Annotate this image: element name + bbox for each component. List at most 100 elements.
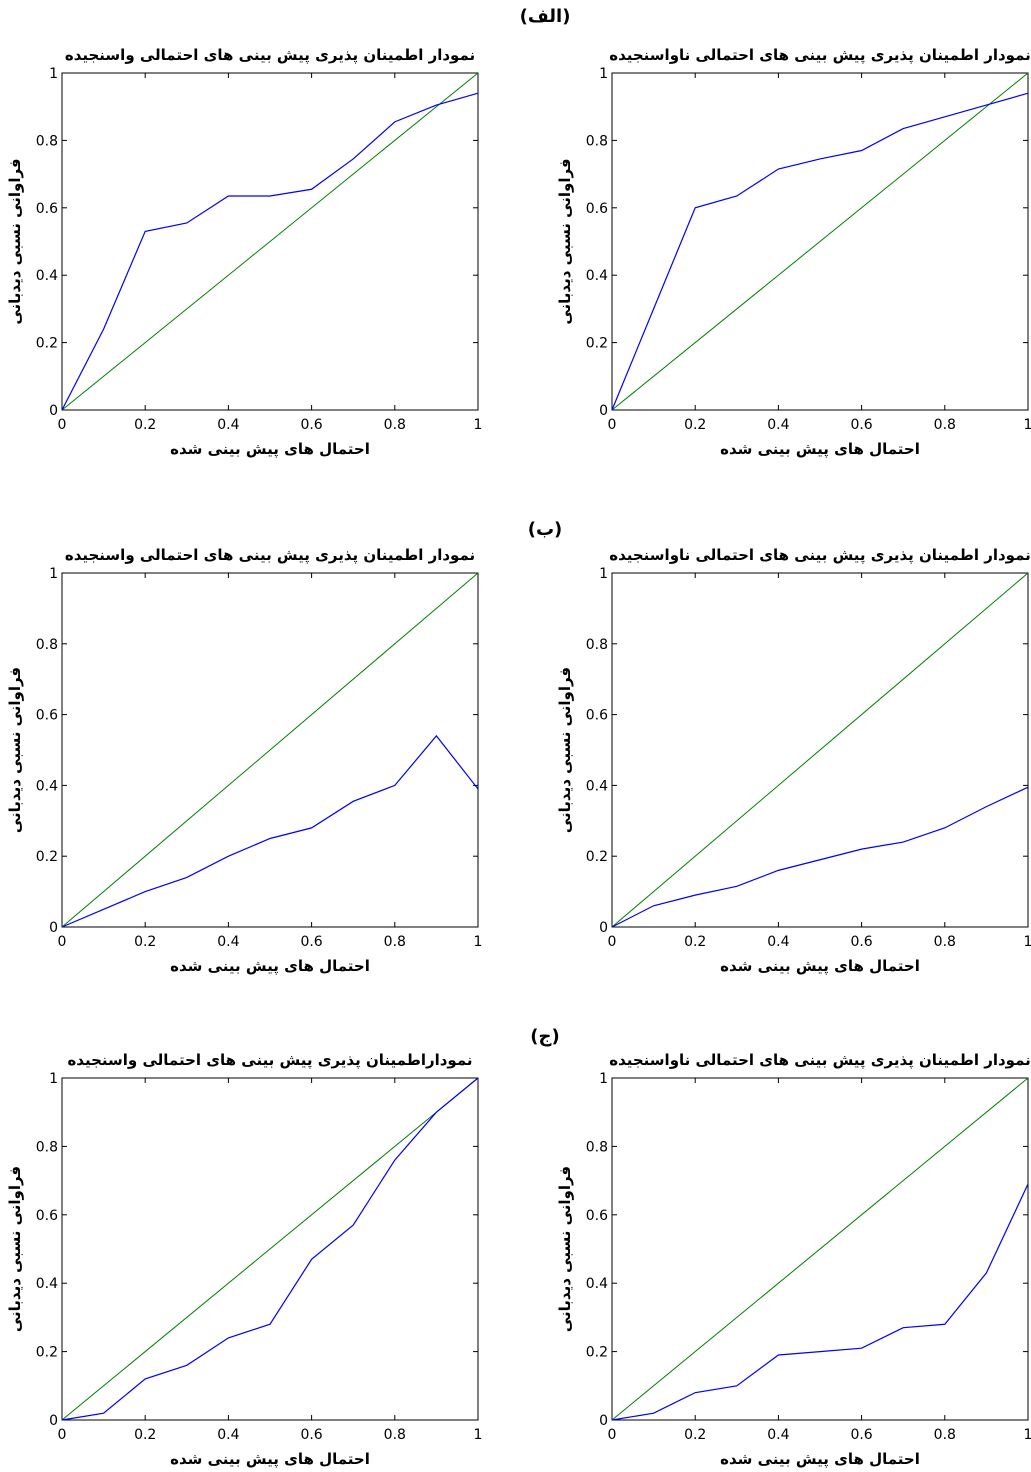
y-tick-label: 0.4 (36, 1276, 58, 1292)
y-tick-label: 0.2 (586, 336, 608, 352)
x-axis-label: احتمال های پیش بینی شده (170, 957, 370, 976)
y-tick-label: 0.8 (586, 1139, 608, 1155)
y-axis-label: فراوانی نسبی دیدبانی (6, 1166, 24, 1332)
x-axis-label: احتمال های پیش بینی شده (720, 440, 920, 459)
x-tick-label: 0.6 (300, 934, 322, 950)
x-axis-label: احتمال های پیش بینی شده (720, 957, 920, 976)
x-tick-label: 1 (474, 1427, 483, 1443)
y-tick-label: 0.4 (586, 778, 608, 794)
observed-frequency-line (611, 1183, 1029, 1421)
chart-panel-c-left: 0 0.2 0.4 0.6 0.8 1 0 0.2 0.4 0.6 0.8 1 نموداراطمینا… (6, 1051, 482, 1469)
y-tick-label: 0.6 (586, 708, 608, 724)
section-label-be: (ب) (528, 519, 563, 540)
y-tick-label: 0.6 (36, 201, 58, 217)
y-axis-label: فراوانی نسبی دیدبانی (556, 667, 574, 833)
y-tick-label: 0 (599, 403, 608, 419)
x-tick-label: 0.2 (134, 934, 156, 950)
y-tick-label: 0.8 (586, 133, 608, 149)
chart-title: نمودار اطمینان پذیری پیش بینی های احتمال… (65, 546, 475, 565)
y-tick-label: 0.6 (36, 1208, 58, 1224)
x-tick-label: 1 (474, 934, 483, 950)
y-tick-label: 0 (49, 1413, 58, 1429)
x-tick-label: 0.4 (217, 934, 239, 950)
x-tick-label: 0.4 (217, 1427, 239, 1443)
x-tick-label: 1 (1024, 417, 1031, 433)
x-tick-label: 0.6 (300, 1427, 322, 1443)
y-tick-label: 0.8 (36, 1139, 58, 1155)
y-tick-label: 0.4 (586, 1276, 608, 1292)
x-axis-label: احتمال های پیش بینی شده (720, 1450, 920, 1469)
observed-frequency-line (61, 1077, 479, 1421)
y-tick-label: 0.6 (36, 708, 58, 724)
chart-title: نمودار اطمینان پذیری پیش بینی های احتمال… (609, 46, 1031, 65)
y-axis-label: فراوانی نسبی دیدبانی (6, 667, 24, 833)
chart-title: نمودار اطمینان پذیری پیش بینی های احتمال… (609, 546, 1031, 565)
x-tick-label: 0.6 (300, 417, 322, 433)
diagonal-line (611, 572, 1029, 928)
x-tick-label: 0.6 (850, 417, 872, 433)
y-tick-label: 0 (599, 920, 608, 936)
x-tick-label: 1 (1024, 934, 1031, 950)
y-tick-label: 0.2 (36, 336, 58, 352)
x-tick-label: 0.8 (934, 417, 956, 433)
x-axis-label: احتمال های پیش بینی شده (170, 1450, 370, 1469)
observed-frequency-line (61, 92, 479, 411)
x-tick-label: 0.4 (767, 1427, 789, 1443)
y-axis-label: فراوانی نسبی دیدبانی (6, 158, 24, 324)
diagonal-line (61, 572, 479, 928)
x-tick-label: 0.8 (934, 1427, 956, 1443)
x-tick-label: 0.6 (850, 1427, 872, 1443)
y-tick-label: 0.2 (586, 849, 608, 865)
y-tick-label: 0.2 (36, 1345, 58, 1361)
y-tick-label: 0.8 (586, 637, 608, 653)
observed-frequency-line (611, 92, 1029, 411)
x-tick-label: 0.2 (684, 1427, 706, 1443)
y-tick-label: 1 (599, 566, 608, 582)
diagonal-line (61, 1077, 479, 1421)
x-tick-label: 0.8 (384, 934, 406, 950)
y-tick-label: 0.6 (586, 1208, 608, 1224)
chart-panel-a-left: 0 0.2 0.4 0.6 0.8 1 0 0.2 0.4 0.6 0.8 1 نمودار اطمین… (6, 46, 482, 459)
chart-title: نمودار اطمینان پذیری پیش بینی های احتمال… (609, 1051, 1031, 1070)
y-tick-label: 0.4 (586, 268, 608, 284)
y-tick-label: 0.4 (36, 268, 58, 284)
chart-title: نموداراطمینان پذیری پیش بینی های احتمالی… (67, 1051, 472, 1070)
y-tick-label: 0.8 (36, 133, 58, 149)
y-tick-label: 0.2 (36, 849, 58, 865)
x-tick-label: 0 (608, 417, 617, 433)
x-tick-label: 0.2 (134, 417, 156, 433)
y-tick-label: 0.6 (586, 201, 608, 217)
chart-title: نمودار اطمینان پذیری پیش بینی های احتمال… (65, 46, 475, 65)
y-tick-label: 1 (49, 566, 58, 582)
y-tick-label: 0.4 (36, 778, 58, 794)
x-tick-label: 0 (608, 934, 617, 950)
observed-frequency-line (61, 734, 479, 928)
x-tick-label: 0 (58, 1427, 67, 1443)
section-label-alef: (الف) (520, 6, 571, 27)
x-tick-label: 0.4 (767, 417, 789, 433)
chart-panel-b-left: 0 0.2 0.4 0.6 0.8 1 0 0.2 0.4 0.6 0.8 1 نمودار اطمین… (6, 546, 482, 976)
x-tick-label: 1 (1024, 1427, 1031, 1443)
x-tick-label: 0.2 (684, 934, 706, 950)
y-tick-label: 1 (599, 66, 608, 82)
diagonal-line (611, 72, 1029, 411)
y-tick-label: 0.2 (586, 1345, 608, 1361)
x-axis-label: احتمال های پیش بینی شده (170, 440, 370, 459)
y-tick-label: 1 (599, 1071, 608, 1087)
x-tick-label: 0 (608, 1427, 617, 1443)
x-tick-label: 0.2 (684, 417, 706, 433)
y-tick-label: 1 (49, 1071, 58, 1087)
section-label-jim: (ج) (530, 1026, 559, 1047)
x-tick-label: 0.6 (850, 934, 872, 950)
x-tick-label: 0.4 (217, 417, 239, 433)
diagonal-line (611, 1077, 1029, 1421)
x-tick-label: 0.2 (134, 1427, 156, 1443)
y-tick-label: 0.8 (36, 637, 58, 653)
x-tick-label: 0.8 (384, 1427, 406, 1443)
x-tick-label: 0.4 (767, 934, 789, 950)
x-tick-label: 0.8 (934, 934, 956, 950)
